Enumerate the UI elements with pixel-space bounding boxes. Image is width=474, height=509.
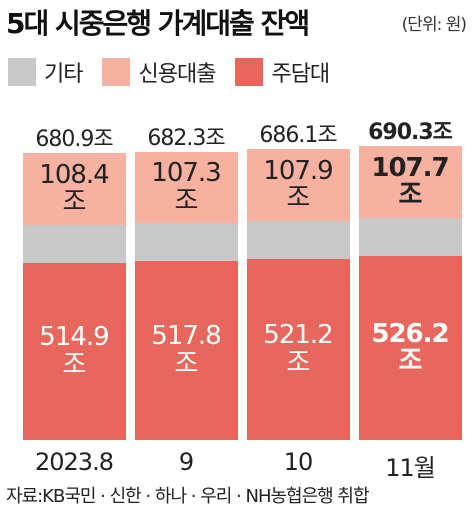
data-label-text: 107.7조 [371, 153, 449, 211]
data-label-text: 107.3조 [151, 158, 221, 216]
total-label: 686.1조 [259, 123, 337, 149]
x-tick-label: 9 [178, 448, 194, 476]
bar-segment [358, 255, 462, 440]
data-label-text: 521.2조 [263, 320, 333, 378]
legend-swatch [102, 58, 131, 86]
legend-label: 신용대출 [138, 62, 216, 87]
bar-segment [22, 225, 126, 264]
x-tick-label: 11월 [385, 454, 436, 482]
source-note: 자료:KB국민 · 신한 · 하나 · 우리 · NH농협은행 취합 [6, 486, 370, 507]
data-label-text: 517.8조 [151, 321, 221, 379]
total-label: 682.3조 [147, 125, 225, 151]
data-label: 514.9조 [23, 263, 126, 440]
bar-segment [22, 152, 126, 225]
bar-segment [134, 223, 238, 262]
bar-segment [22, 263, 126, 440]
data-label: 107.9조 [247, 149, 350, 221]
x-tick-label: 2023.8 [35, 448, 114, 476]
bar-segment [134, 261, 238, 440]
data-label: 517.8조 [135, 261, 238, 440]
bar-segment [358, 146, 462, 219]
x-tick-label: 10 [283, 448, 314, 476]
data-label-text: 514.9조 [39, 322, 109, 380]
legend: 주담대 기타 신용대출 [8, 56, 330, 88]
legend-label: 기타 [44, 62, 83, 87]
bar-segment [358, 218, 462, 256]
legend-item: 신용대출 [102, 56, 216, 88]
bar-segment [246, 221, 350, 260]
total-label: 680.9조 [35, 126, 113, 152]
data-label-text: 107.9조 [263, 155, 333, 214]
data-label: 526.2조 [359, 256, 462, 440]
data-label: 108.4조 [23, 153, 126, 225]
data-label: 107.7조 [359, 146, 462, 218]
legend-item: 기타 [8, 56, 83, 88]
data-label-text: 526.2조 [371, 318, 449, 376]
total-label: 690.3조 [368, 120, 453, 146]
data-label: 107.3조 [135, 152, 238, 224]
legend-label: 주담대 [271, 62, 330, 87]
bar-segment [246, 149, 350, 222]
legend-item: 주담대 [235, 56, 330, 88]
bar-segment [246, 259, 350, 440]
bar-segment [134, 151, 238, 224]
legend-swatch [8, 58, 36, 86]
unit-label: (단위: 원) [401, 15, 467, 35]
chart-title: 5대 시중은행 가계대출 잔액 [6, 7, 310, 40]
data-label: 521.2조 [247, 259, 350, 440]
legend-swatch [235, 58, 264, 86]
data-label-text: 108.4조 [39, 159, 109, 217]
